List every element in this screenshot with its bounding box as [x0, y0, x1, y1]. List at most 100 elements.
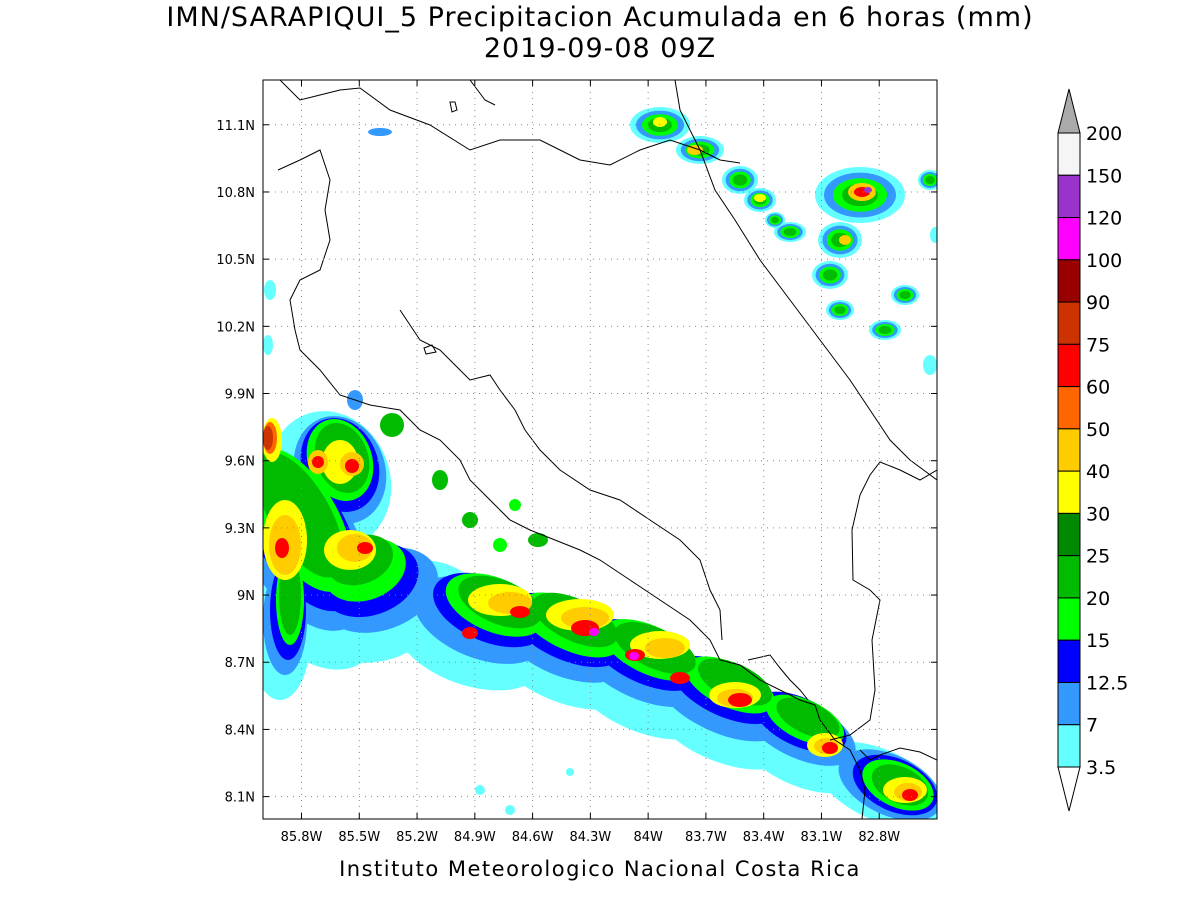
- precip-cell: [732, 174, 748, 186]
- y-tick-label: 10.5N: [216, 253, 255, 268]
- precip-cell: [864, 187, 872, 193]
- precip-cell: [783, 228, 797, 236]
- legend-label: 40: [1086, 461, 1110, 483]
- color-legend: 200 150 120 100 90 75 60 50 40 30 25 20 15 12.5 7 3.5: [1057, 88, 1128, 812]
- precip-cell: [505, 805, 515, 815]
- precip-cell: [264, 280, 276, 300]
- y-tick-label: 8.1N: [225, 791, 255, 806]
- legend-swatch: [1057, 386, 1081, 430]
- precip-cell: [357, 542, 373, 554]
- precip-cell: [462, 512, 478, 528]
- y-tick-label: 9.9N: [225, 388, 255, 403]
- legend-label: 60: [1086, 377, 1110, 399]
- legend-swatch: [1057, 132, 1081, 176]
- legend-swatch: [1057, 217, 1081, 261]
- x-tick-label: 85.5W: [338, 830, 380, 845]
- x-tick-label: 84.6W: [512, 830, 554, 845]
- precip-cell: [822, 269, 838, 281]
- legend-swatch: [1057, 724, 1081, 768]
- y-tick-label: 8.4N: [225, 723, 255, 738]
- precip-cell: [629, 652, 639, 660]
- x-tick-label: 83.1W: [801, 830, 843, 845]
- legend-label: 15: [1086, 630, 1110, 652]
- legend-label: 12.5: [1086, 672, 1128, 694]
- legend-arrow-top: [1057, 88, 1081, 134]
- precip-cell: [925, 176, 935, 184]
- legend-swatch: [1057, 428, 1081, 472]
- legend-label: 25: [1086, 546, 1110, 568]
- precip-cell: [653, 117, 667, 127]
- map-datetime: 2019-09-08 09Z: [483, 33, 717, 64]
- precip-cell: [899, 291, 911, 299]
- legend-label: 90: [1086, 292, 1110, 314]
- x-tick-label: 85.8W: [281, 830, 323, 845]
- precip-cell: [462, 627, 478, 639]
- footer-credit: Instituto Meteorologico Nacional Costa R…: [339, 857, 861, 881]
- map-axes: 85.8W 85.5W 85.2W 84.9W 84.6W 84.3W 84W 83.7W 83…: [216, 80, 937, 845]
- precip-cell: [509, 499, 521, 511]
- precip-cell: [510, 606, 530, 618]
- x-tick-label: 83.7W: [685, 830, 727, 845]
- precip-cell: [754, 194, 766, 202]
- precip-cell: [275, 538, 289, 558]
- precip-cell: [566, 768, 574, 776]
- precip-cell: [728, 693, 752, 707]
- precip-cell: [834, 306, 846, 314]
- x-tick-label: 84.3W: [569, 830, 611, 845]
- precip-cell: [312, 456, 324, 468]
- y-tick-label: 8.7N: [225, 656, 255, 671]
- legend-swatch: [1057, 259, 1081, 303]
- legend-label: 120: [1086, 208, 1122, 230]
- x-tick-label: 85.2W: [396, 830, 438, 845]
- legend-label: 100: [1086, 250, 1122, 272]
- coastlines: [277, 80, 937, 819]
- precip-cell: [263, 426, 273, 450]
- x-tick-label: 83.4W: [743, 830, 785, 845]
- precip-cell: [432, 470, 448, 490]
- map-frame: [262, 79, 938, 820]
- legend-label: 150: [1086, 165, 1122, 187]
- precip-cell: [589, 628, 599, 636]
- legend-swatch: [1057, 512, 1081, 557]
- y-tick-label: 9.6N: [225, 455, 255, 470]
- precip-cell: [839, 235, 851, 245]
- legend-label: 20: [1086, 588, 1110, 610]
- y-tick-label: 9.3N: [225, 522, 255, 537]
- precip-cell: [776, 697, 840, 739]
- precip-cell: [493, 538, 507, 552]
- legend-label: 7: [1086, 715, 1098, 737]
- legend-swatch: [1057, 597, 1081, 641]
- precip-cell: [771, 216, 779, 224]
- precip-cell: [345, 459, 359, 473]
- y-tick-label: 10.8N: [216, 186, 255, 201]
- x-tick-label: 82.8W: [858, 830, 900, 845]
- precip-cell: [337, 534, 373, 562]
- legend-swatch: [1057, 555, 1081, 599]
- y-tick-label: 11.1N: [216, 119, 255, 134]
- legend-swatch: [1057, 470, 1081, 514]
- x-tick-label: 84W: [633, 830, 663, 845]
- precip-cell: [923, 355, 937, 375]
- precip-cell: [878, 326, 892, 334]
- precip-cell: [822, 742, 838, 754]
- legend-swatch: [1057, 301, 1081, 345]
- map-title: IMN/SARAPIQUI_5 Precipitacion Acumulada …: [166, 2, 1034, 33]
- precip-cell: [528, 533, 548, 547]
- legend-arrow-bottom: [1057, 766, 1081, 812]
- y-tick-label: 10.2N: [216, 320, 255, 335]
- legend-swatch: [1057, 681, 1081, 726]
- legend-label: 3.5: [1086, 757, 1116, 779]
- legend-label: 30: [1086, 503, 1110, 525]
- precip-cell: [380, 413, 404, 437]
- y-tick-label: 9N: [237, 589, 255, 604]
- precip-cell: [263, 335, 273, 355]
- lat-lon-grid: [263, 80, 937, 819]
- x-tick-label: 84.9W: [454, 830, 496, 845]
- precip-cell: [902, 789, 918, 801]
- legend-label: 200: [1086, 123, 1122, 145]
- precip-cell: [645, 638, 685, 658]
- precip-cell: [475, 785, 485, 795]
- legend-swatch: [1057, 639, 1081, 683]
- precip-cell: [670, 672, 690, 684]
